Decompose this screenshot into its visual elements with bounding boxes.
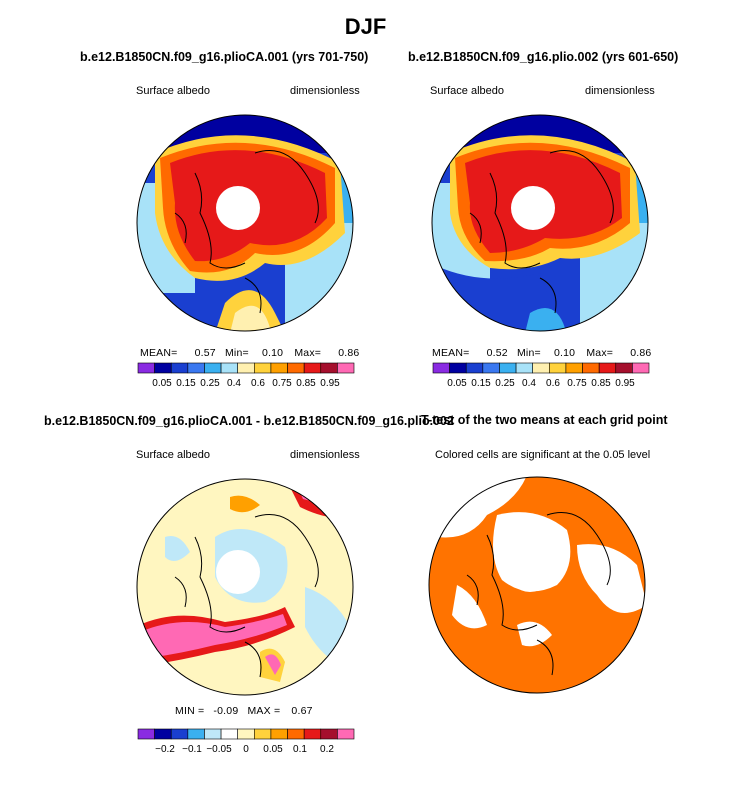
colorbar-swatch (204, 362, 222, 374)
colorbar-swatch (154, 728, 172, 740)
panel4-polar-map (428, 476, 646, 694)
colorbar-swatch (482, 362, 500, 374)
colorbar-swatch (565, 362, 583, 374)
panel2-polar-map (431, 114, 649, 332)
colorbar-tick-label: 0.4 (522, 378, 536, 389)
colorbar-swatch (270, 362, 288, 374)
panel4-subtitle: Colored cells are significant at the 0.0… (435, 449, 651, 461)
panel2-units-label: dimensionless (585, 85, 655, 97)
panel3-polar-map (136, 478, 354, 696)
colorbar-swatch (499, 362, 517, 374)
colorbar-swatch (254, 362, 272, 374)
colorbar-tick-label: 0.25 (495, 378, 515, 389)
colorbar-tick-label: 0.05 (447, 378, 467, 389)
colorbar-swatch (632, 362, 650, 374)
colorbar-tick-label: 0.05 (152, 378, 172, 389)
colorbar-tick-label: 0.4 (227, 378, 241, 389)
panel2-title: b.e12.B1850CN.f09_g16.plio.002 (yrs 601-… (408, 50, 679, 64)
colorbar-tick-label: 0.75 (567, 378, 587, 389)
colorbar-tick-label: 0.2 (320, 744, 334, 755)
colorbar-swatch (337, 728, 355, 740)
colorbar-tick-label: 0.6 (546, 378, 560, 389)
colorbar-swatch (287, 728, 305, 740)
colorbar-swatch (303, 362, 322, 374)
colorbar-swatch (337, 362, 355, 374)
colorbar-swatch (532, 362, 550, 374)
colorbar-swatch (449, 362, 467, 374)
colorbar-swatch (137, 728, 155, 740)
colorbar-swatch (432, 362, 450, 374)
colorbar-tick-label: 0.95 (320, 378, 340, 389)
colorbar-swatch (187, 362, 205, 374)
colorbar-swatch (270, 728, 288, 740)
panel4-title: T-test of the two means at each grid poi… (421, 413, 668, 427)
colorbar-tick-label: 0.85 (296, 378, 316, 389)
colorbar-swatch (170, 362, 189, 374)
panel1-stats: MEAN= 0.57 Min= 0.10 Max= 0.86 (140, 347, 360, 359)
colorbar-swatch (204, 728, 222, 740)
colorbar-swatch (320, 728, 338, 740)
colorbar-swatch (220, 728, 238, 740)
colorbar-tick-label: 0 (243, 744, 249, 755)
panel1-units-label: dimensionless (290, 85, 360, 97)
colorbar-swatch (320, 362, 338, 374)
colorbar-tick-label: 0.75 (272, 378, 292, 389)
colorbar-tick-label: 0.85 (591, 378, 611, 389)
panel3-stats: MIN = -0.09 MAX = 0.67 (175, 705, 313, 717)
colorbar-tick-label: 0.6 (251, 378, 265, 389)
colorbar-tick-label: 0.15 (176, 378, 196, 389)
colorbar-swatch (220, 362, 238, 374)
colorbar-tick-label: −0.2 (155, 744, 175, 755)
colorbar-swatch (287, 362, 305, 374)
panel2-colorbar: 0.05 0.15 0.25 0.4 0.6 0.75 0.85 0.95 (432, 362, 650, 389)
panel1-variable-label: Surface albedo (136, 85, 210, 97)
colorbar-tick-label: 0.95 (615, 378, 635, 389)
colorbar-tick-label: 0.05 (263, 744, 283, 755)
panel1-title: b.e12.B1850CN.f09_g16.plioCA.001 (yrs 70… (80, 50, 369, 64)
colorbar-swatch (137, 362, 155, 374)
panel3-units-label: dimensionless (290, 449, 360, 461)
panel3-variable-label: Surface albedo (136, 449, 210, 461)
colorbar-swatch (549, 362, 567, 374)
panel1-colorbar: 0.05 0.15 0.25 0.4 0.6 0.75 0.85 0.95 (137, 362, 355, 389)
colorbar-swatch (254, 728, 272, 740)
colorbar-swatch (582, 362, 600, 374)
colorbar-swatch (303, 728, 322, 740)
colorbar-swatch (237, 362, 255, 374)
colorbar-swatch (237, 728, 255, 740)
panel2-variable-label: Surface albedo (430, 85, 504, 97)
colorbar-swatch (515, 362, 533, 374)
panel3-colorbar: −0.2 −0.1 −0.05 0 0.05 0.1 0.2 (137, 728, 355, 755)
panel1-polar-map (136, 114, 354, 332)
colorbar-tick-label: 0.15 (471, 378, 491, 389)
main-title: DJF (344, 14, 387, 39)
colorbar-swatch (598, 362, 617, 374)
colorbar-swatch (465, 362, 484, 374)
colorbar-tick-label: −0.1 (182, 744, 202, 755)
panel2-stats: MEAN= 0.52 Min= 0.10 Max= 0.86 (432, 347, 652, 359)
panel3-title: b.e12.B1850CN.f09_g16.plioCA.001 - b.e12… (44, 414, 454, 428)
colorbar-swatch (170, 728, 189, 740)
colorbar-swatch (187, 728, 205, 740)
colorbar-tick-label: 0.1 (293, 744, 307, 755)
colorbar-swatch (615, 362, 633, 374)
colorbar-swatch (154, 362, 172, 374)
colorbar-tick-label: 0.25 (200, 378, 220, 389)
colorbar-tick-label: −0.05 (206, 744, 232, 755)
